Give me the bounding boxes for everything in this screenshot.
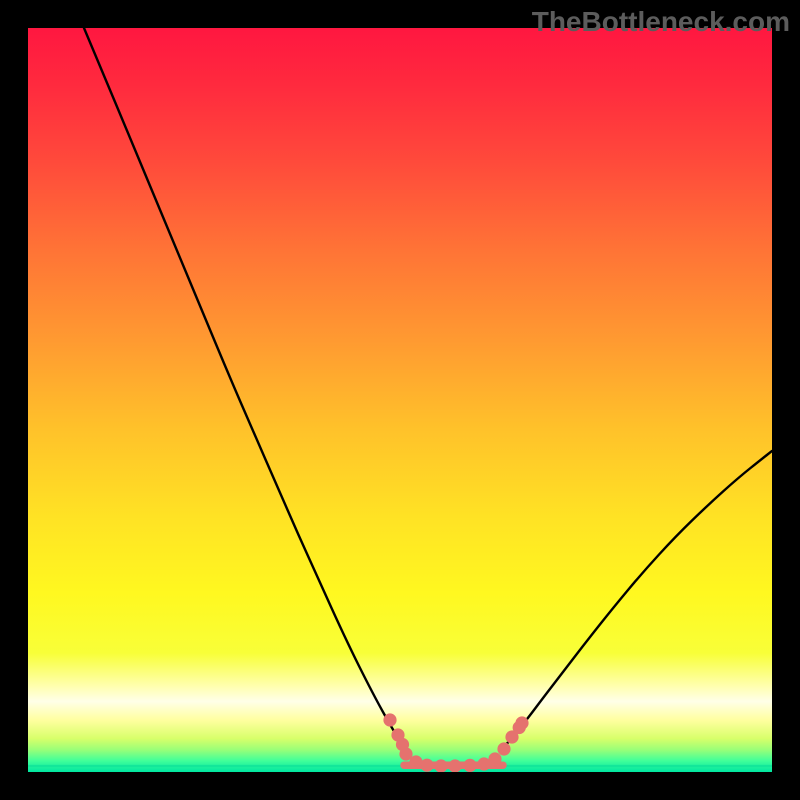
curve-marker: [488, 752, 501, 765]
curve-marker: [497, 742, 510, 755]
watermark-text: TheBottleneck.com: [532, 6, 790, 38]
chart-frame: TheBottleneck.com: [0, 0, 800, 800]
curve-marker: [463, 759, 476, 772]
curve-marker: [420, 759, 433, 772]
curve-marker: [448, 759, 461, 772]
marker-layer: [28, 28, 772, 772]
curve-marker: [383, 713, 396, 726]
curve-marker: [434, 759, 447, 772]
curve-marker: [515, 716, 528, 729]
